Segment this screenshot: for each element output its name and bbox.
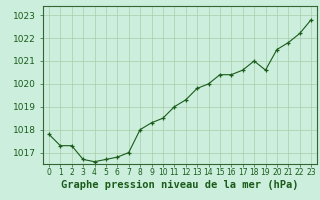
X-axis label: Graphe pression niveau de la mer (hPa): Graphe pression niveau de la mer (hPa) xyxy=(61,180,299,190)
